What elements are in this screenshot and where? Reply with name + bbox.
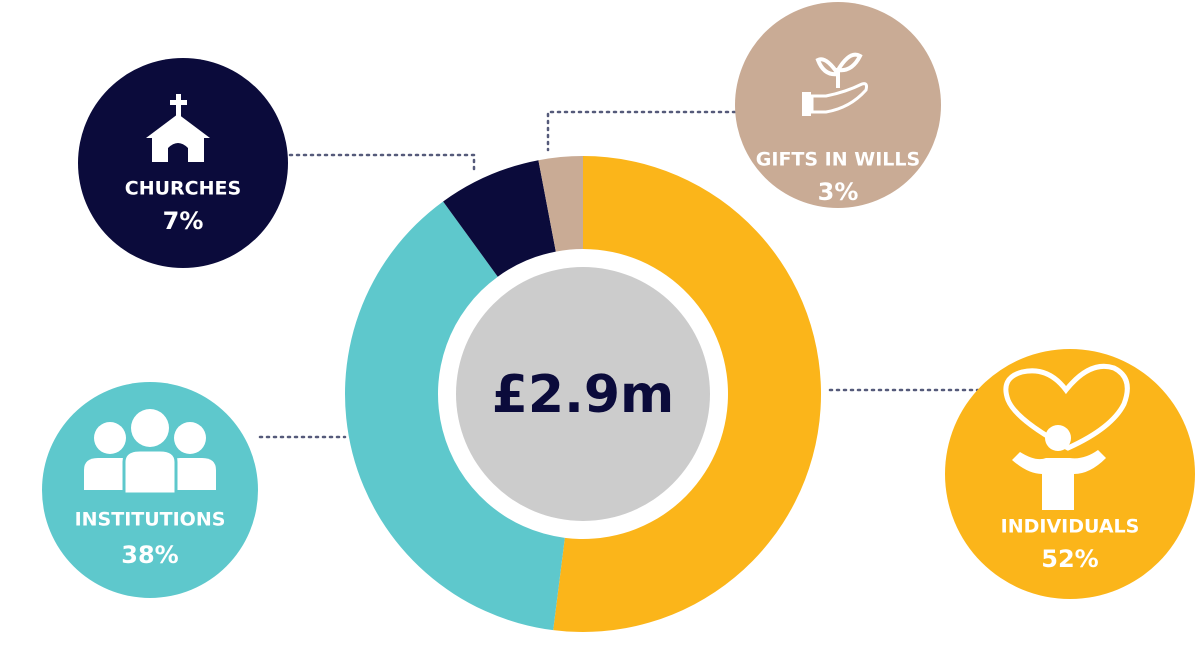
connector	[288, 153, 476, 174]
bubble	[735, 2, 941, 208]
wedge	[443, 160, 556, 277]
icons	[84, 52, 1130, 510]
donut	[345, 156, 821, 632]
connectors	[258, 110, 980, 439]
category-label: CHURCHES	[125, 178, 241, 200]
category-label: INDIVIDUALS	[1001, 516, 1140, 538]
heart-icon	[1003, 363, 1130, 510]
center-circle	[456, 267, 710, 521]
category-label: INSTITUTIONS	[75, 509, 226, 531]
bubble	[78, 58, 288, 268]
value-label: 38%	[121, 541, 178, 569]
wedge	[553, 156, 821, 632]
wedge	[538, 156, 583, 252]
value-label: 3%	[818, 178, 859, 206]
church-icon	[146, 94, 210, 162]
gift-icon	[802, 52, 868, 116]
people-icon	[84, 409, 216, 496]
value-label: 7%	[163, 207, 204, 235]
wedge	[345, 201, 565, 631]
center-label: £2.9m	[492, 365, 674, 425]
value-label: 52%	[1041, 545, 1098, 573]
category-label: GIFTS IN WILLS	[756, 149, 920, 171]
connector	[546, 110, 737, 152]
